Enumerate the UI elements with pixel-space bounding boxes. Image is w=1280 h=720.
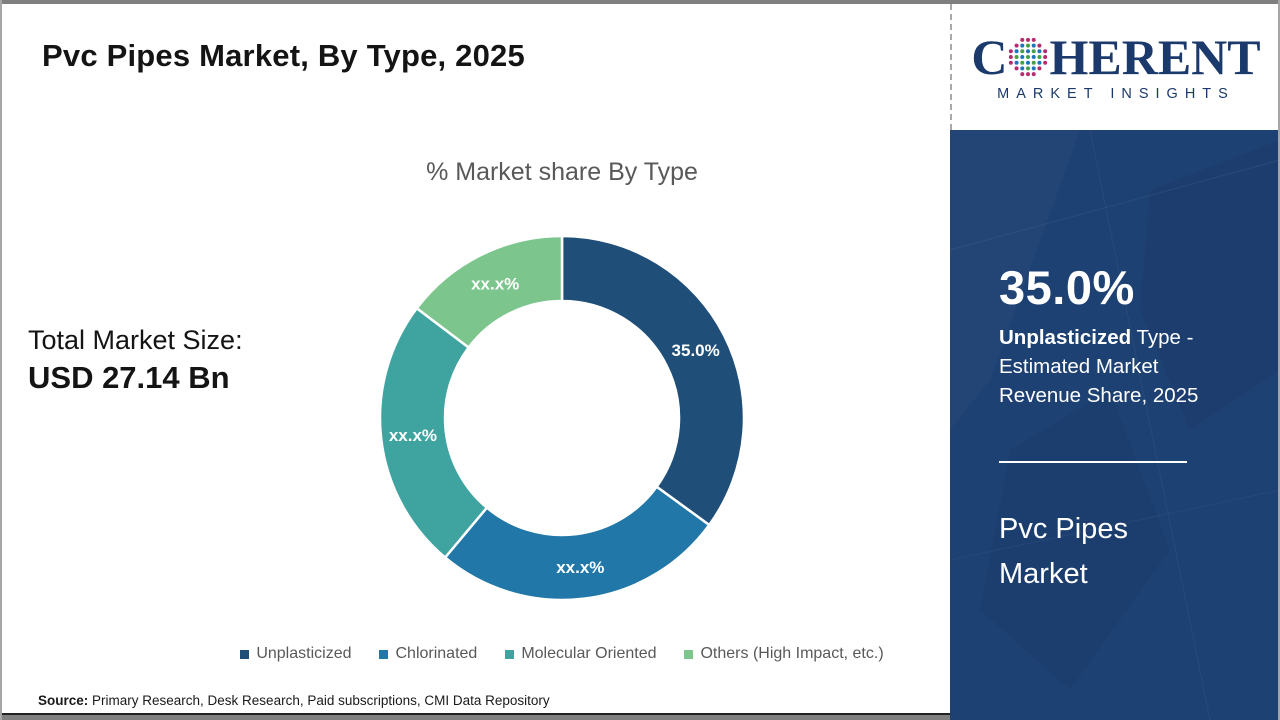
- bottom-border-bar: [2, 713, 950, 720]
- donut-segment-2: [378, 306, 489, 560]
- legend-item-others: Others (High Impact, etc.): [684, 645, 884, 663]
- sidebar-content: 35.0% Unplasticized Type - Estimated Mar…: [950, 260, 1278, 597]
- brand-subtitle: MARKET INSIGHTS: [997, 86, 1235, 102]
- source-note: Source: Primary Research, Desk Research,…: [38, 693, 550, 708]
- donut-segment-label-0: 35.0%: [672, 341, 720, 360]
- world-map-texture: [950, 130, 1278, 720]
- highlight-stat-desc-rest: Type - Estimated Market Revenue Share, 2…: [999, 326, 1199, 407]
- donut-chart: 35.0% xx.x% xx.x% xx.x%: [378, 234, 746, 602]
- top-border-bar: [2, 0, 1278, 4]
- brand-prefix: C: [971, 29, 1008, 85]
- legend-swatch-icon: [505, 649, 515, 659]
- chart-title: % Market share By Type: [426, 158, 698, 186]
- sidebar-divider: [999, 461, 1187, 463]
- highlight-stat-term: Unplasticized: [999, 326, 1132, 349]
- total-market-size-label: Total Market Size:: [28, 325, 243, 355]
- total-market-size-value: USD 27.14 Bn: [28, 360, 230, 395]
- brand-wordmark: C HERENT: [971, 32, 1260, 82]
- globe-dots-icon: [1009, 37, 1048, 77]
- legend-item-chlorinated: Chlorinated: [379, 645, 477, 663]
- page-title: Pvc Pipes Market, By Type, 2025: [42, 38, 525, 73]
- total-market-size-block: Total Market Size: USD 27.14 Bn: [28, 325, 243, 396]
- donut-segment-1: [443, 485, 711, 602]
- highlight-sidebar: 35.0% Unplasticized Type - Estimated Mar…: [950, 130, 1278, 720]
- donut-segment-label-2: xx.x%: [389, 426, 437, 445]
- legend-label: Molecular Oriented: [521, 645, 657, 662]
- source-label: Source:: [38, 693, 89, 708]
- legend-item-molecular-oriented: Molecular Oriented: [505, 645, 656, 663]
- highlight-stat-value: 35.0%: [999, 261, 1135, 314]
- legend-label: Others (High Impact, etc.): [700, 645, 884, 662]
- legend-swatch-icon: [379, 649, 389, 659]
- legend-label: Unplasticized: [256, 645, 352, 662]
- legend-swatch-icon: [684, 649, 694, 659]
- sidebar-market-name: Pvc Pipes Market: [999, 513, 1128, 590]
- legend-swatch-icon: [240, 649, 250, 659]
- donut-segment-3: [415, 234, 564, 350]
- chart-legend: Unplasticized Chlorinated Molecular Orie…: [2, 645, 1122, 663]
- highlight-stat-description: Unplasticized Type - Estimated Market Re…: [999, 323, 1224, 410]
- brand-suffix: HERENT: [1049, 29, 1261, 85]
- legend-item-unplasticized: Unplasticized: [240, 645, 351, 663]
- source-text: Primary Research, Desk Research, Paid su…: [88, 693, 550, 708]
- donut-segment-0: [560, 234, 746, 527]
- donut-segment-label-3: xx.x%: [471, 275, 519, 294]
- donut-segment-label-1: xx.x%: [556, 558, 604, 577]
- legend-label: Chlorinated: [395, 645, 478, 662]
- brand-logo: C HERENT MARKET INSIGHTS: [950, 4, 1278, 130]
